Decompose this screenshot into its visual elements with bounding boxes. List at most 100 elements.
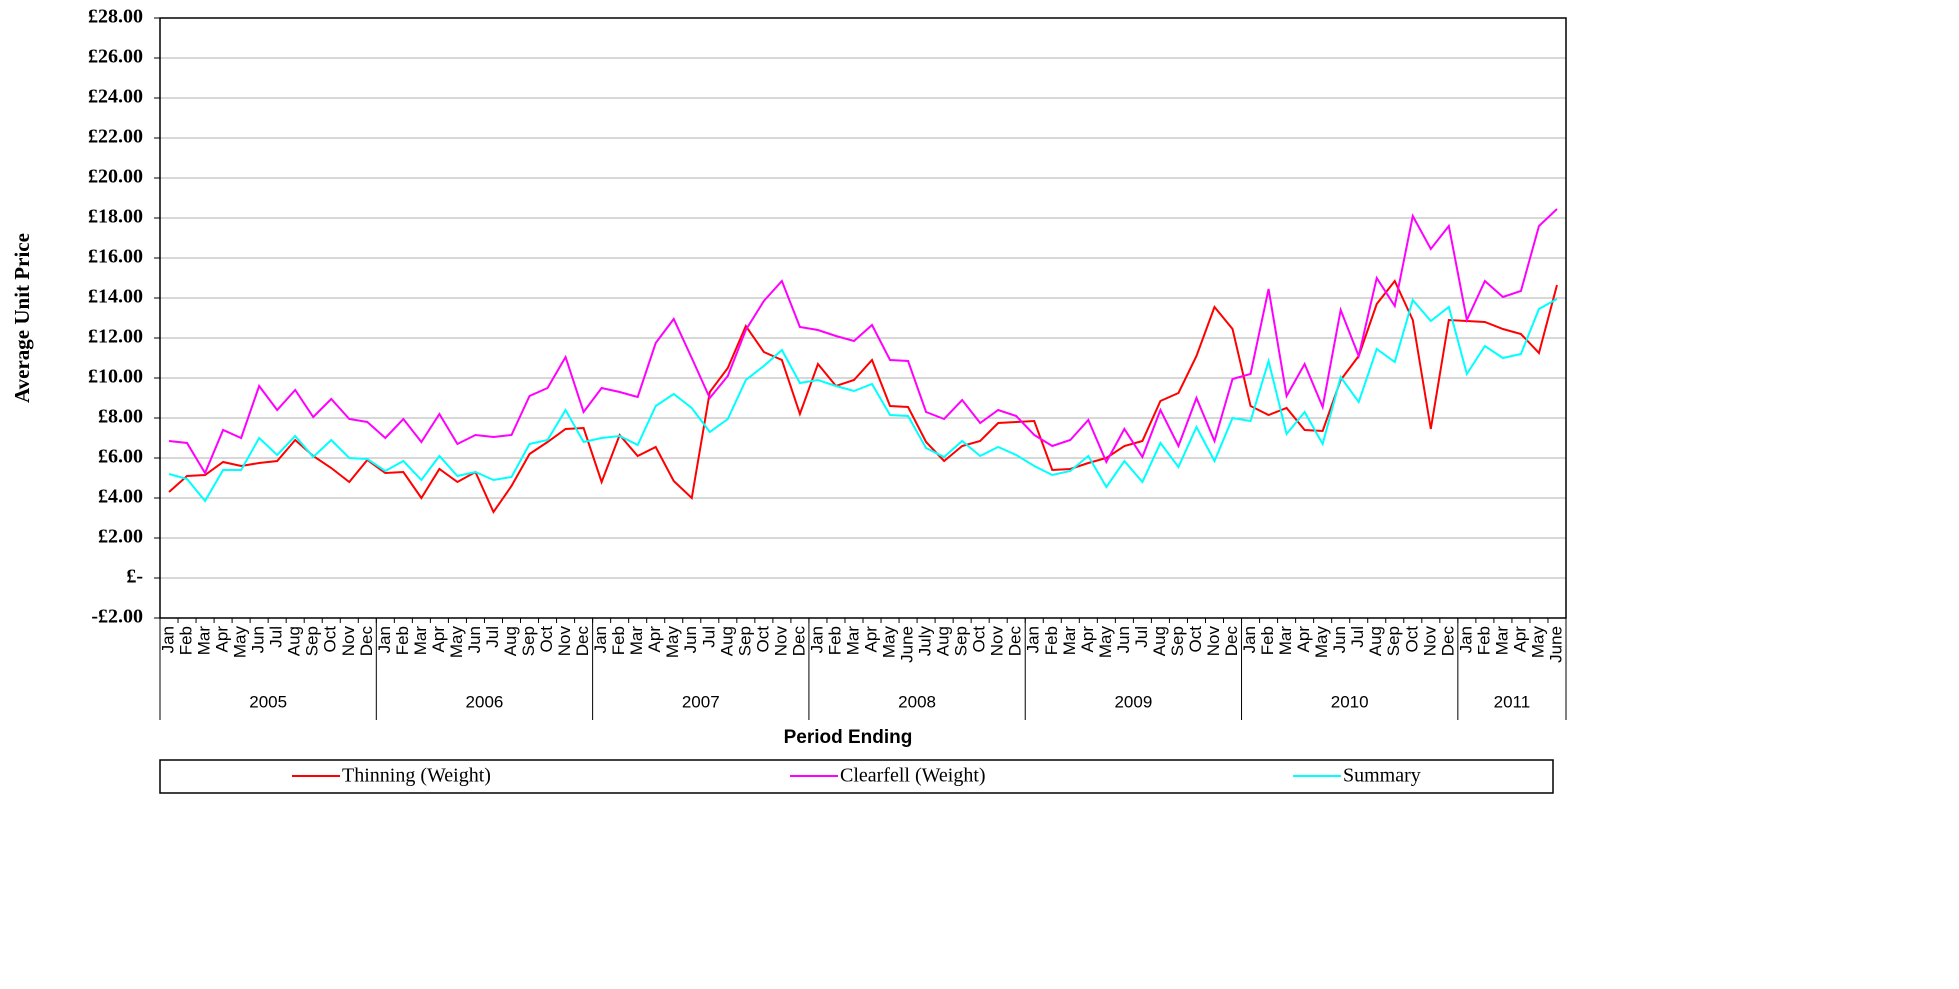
x-tick-label: Dec (573, 626, 592, 657)
x-tick-label: June (1546, 626, 1565, 663)
x-tick-label: Jul (1132, 626, 1151, 648)
x-tick-label: Oct (970, 626, 989, 653)
x-tick-label: Apr (861, 626, 880, 653)
x-tick-label: Nov (1420, 626, 1439, 657)
x-tick-label: Aug (1366, 626, 1385, 656)
x-tick-label: Nov (988, 626, 1007, 657)
x-tick-label: Nov (339, 626, 358, 657)
y-tick-label: £16.00 (88, 246, 143, 268)
y-tick-label: £6.00 (98, 446, 143, 468)
x-tick-label: Jan (591, 626, 610, 653)
x-group-label: 2006 (466, 692, 504, 711)
x-tick-label: Apr (1510, 626, 1529, 653)
x-tick-label: Apr (1078, 626, 1097, 653)
x-tick-label: June (898, 626, 917, 663)
y-tick-label: £22.00 (88, 126, 143, 148)
x-tick-label: Apr (1294, 626, 1313, 653)
y-tick-label: £- (126, 566, 143, 588)
x-tick-label: Mar (1276, 626, 1295, 656)
x-tick-label: Feb (609, 626, 628, 655)
x-tick-label: Sep (303, 626, 322, 656)
x-tick-label: Oct (753, 626, 772, 653)
x-tick-label: Sep (952, 626, 971, 656)
x-tick-label: Jul (1348, 626, 1367, 648)
x-tick-label: Apr (429, 626, 448, 653)
y-tick-label: £26.00 (88, 46, 143, 68)
y-tick-label: £18.00 (88, 206, 143, 228)
x-tick-label: Mar (843, 626, 862, 656)
x-tick-label: Mar (1060, 626, 1079, 656)
x-tick-label: Apr (213, 626, 232, 653)
x-tick-label: Dec (1222, 626, 1241, 657)
x-tick-label: Jul (699, 626, 718, 648)
x-tick-label: Feb (1042, 626, 1061, 655)
x-tick-label: Dec (357, 626, 376, 657)
x-tick-label: May (1096, 626, 1115, 659)
x-tick-label: Jan (1024, 626, 1043, 653)
x-tick-label: Sep (1168, 626, 1187, 656)
x-tick-label: Nov (1204, 626, 1223, 657)
y-tick-label: £14.00 (88, 286, 143, 308)
x-tick-label: Oct (537, 626, 556, 653)
x-group-label: 2005 (249, 692, 287, 711)
x-tick-label: Feb (393, 626, 412, 655)
y-tick-label: £28.00 (88, 6, 143, 28)
x-tick-label: Jan (1240, 626, 1259, 653)
x-tick-label: Mar (627, 626, 646, 656)
x-tick-label: Aug (1150, 626, 1169, 656)
series-line (168, 297, 1558, 503)
x-tick-label: Feb (1474, 626, 1493, 655)
x-tick-label: Nov (771, 626, 790, 657)
series-line (168, 208, 1558, 476)
x-tick-label: Jun (1330, 626, 1349, 653)
x-group-label: 2010 (1331, 692, 1369, 711)
y-tick-label: £8.00 (98, 406, 143, 428)
x-tick-label: Feb (177, 626, 196, 655)
y-axis-label: Average Unit Price (10, 233, 34, 403)
x-group-label: 2008 (898, 692, 936, 711)
x-tick-label: Sep (735, 626, 754, 656)
legend-label: Thinning (Weight) (342, 765, 491, 787)
x-tick-label: Feb (825, 626, 844, 655)
x-tick-label: Apr (645, 626, 664, 653)
x-tick-label: Dec (789, 626, 808, 657)
y-tick-label: £20.00 (88, 166, 143, 188)
x-tick-label: Jul (483, 626, 502, 648)
legend-label: Clearfell (Weight) (840, 765, 986, 787)
series-line (168, 279, 1558, 515)
x-tick-label: Jun (249, 626, 268, 653)
x-tick-label: Jan (807, 626, 826, 653)
x-group-label: 2009 (1114, 692, 1152, 711)
x-tick-label: May (231, 626, 250, 659)
x-tick-label: Nov (555, 626, 574, 657)
x-tick-label: Oct (1402, 626, 1421, 653)
x-tick-label: Jan (1456, 626, 1475, 653)
x-tick-label: Jun (1114, 626, 1133, 653)
x-tick-label: Oct (321, 626, 340, 653)
x-tick-label: Jan (375, 626, 394, 653)
x-tick-label: Jan (158, 626, 177, 653)
x-tick-label: Dec (1438, 626, 1457, 657)
legend-box (159, 759, 1554, 794)
y-tick-label: £12.00 (88, 326, 143, 348)
x-tick-label: Jun (681, 626, 700, 653)
plot-area (159, 17, 1567, 619)
x-tick-label: May (1312, 626, 1331, 659)
x-tick-label: Dec (1006, 626, 1025, 657)
x-tick-label: Aug (934, 626, 953, 656)
x-tick-label: Sep (519, 626, 538, 656)
x-tick-label: May (663, 626, 682, 659)
y-tick-label: -£2.00 (91, 606, 143, 628)
x-tick-label: May (447, 626, 466, 659)
x-tick-label: Mar (1492, 626, 1511, 656)
x-tick-label: Feb (1258, 626, 1277, 655)
y-tick-label: £4.00 (98, 486, 143, 508)
y-tick-label: £2.00 (98, 526, 143, 548)
x-tick-label: Sep (1384, 626, 1403, 656)
y-tick-label: £10.00 (88, 366, 143, 388)
x-group-label: 2011 (1494, 692, 1531, 711)
x-tick-label: May (1528, 626, 1547, 659)
x-tick-label: Mar (195, 626, 214, 656)
